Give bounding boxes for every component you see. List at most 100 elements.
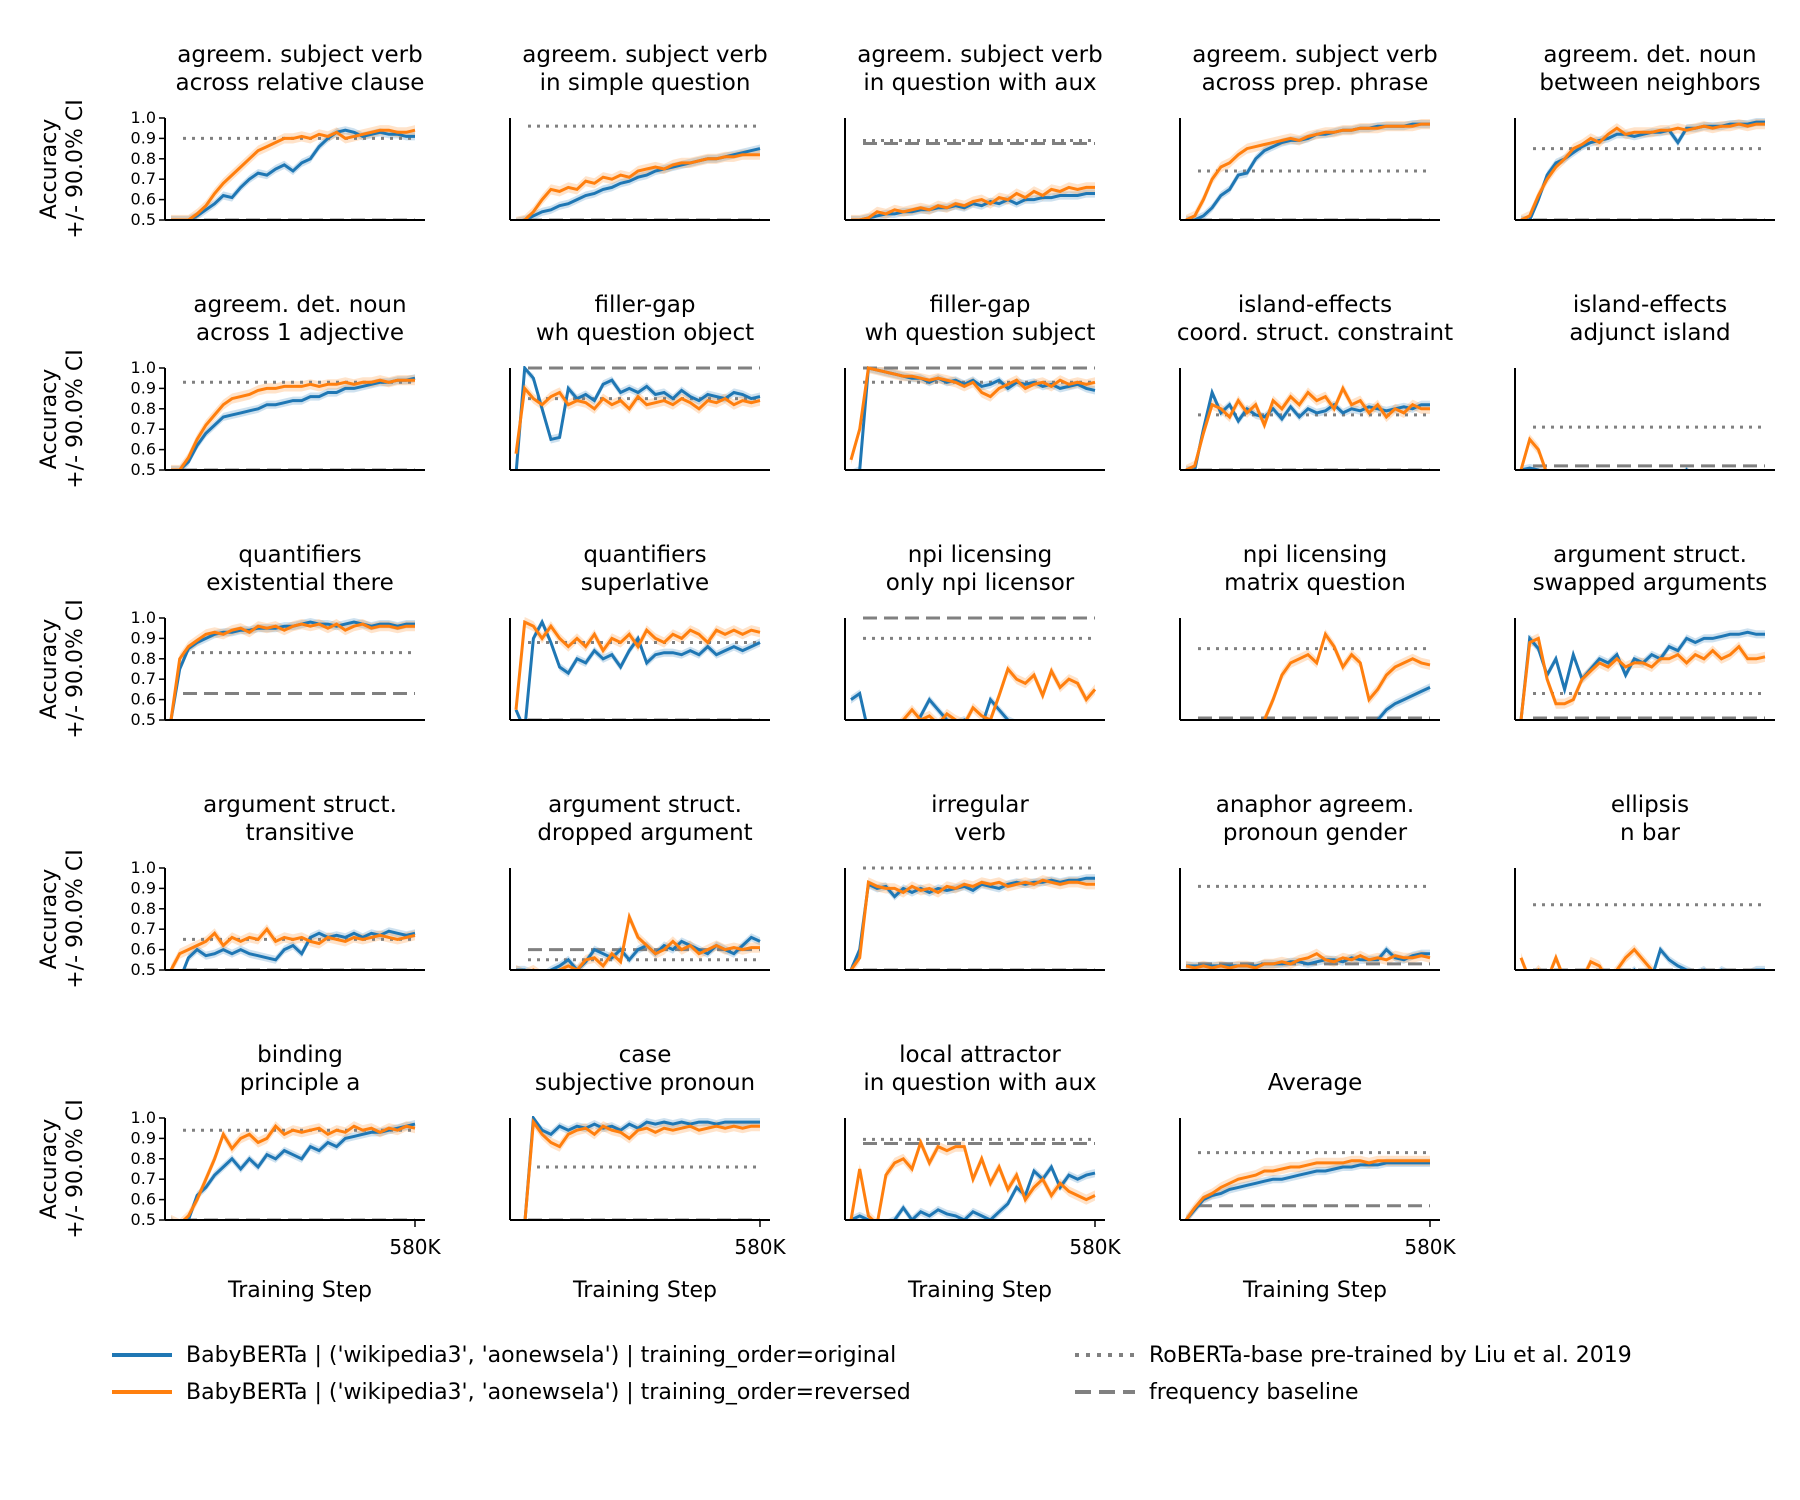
panel-title-line2: swapped arguments	[1533, 570, 1768, 596]
panel-title-line1: island-effects	[1573, 292, 1727, 318]
panel-title-line1: binding	[257, 1042, 343, 1068]
y-tick-label: 0.6	[131, 1190, 156, 1209]
panel-title-line2: wh question subject	[865, 320, 1096, 346]
panel-title-line1: case	[619, 1042, 672, 1068]
ci-band-reversed	[516, 617, 760, 715]
legend-label-3: RoBERTa-base pre-trained by Liu et al. 2…	[1149, 1343, 1632, 1368]
x-tick-label: 580K	[1069, 1235, 1121, 1259]
series-line-original	[169, 620, 415, 720]
y-axis-label-ci: +/- 90.0% CI	[63, 599, 88, 739]
x-axis-label: Training Step	[1242, 1278, 1387, 1303]
series-line-original	[849, 876, 1095, 970]
series-line-original	[514, 366, 761, 470]
series-line-reversed	[1184, 1159, 1430, 1220]
y-tick-label: 0.9	[131, 128, 156, 147]
series-line-reversed	[171, 128, 416, 220]
series-line-original	[171, 929, 416, 970]
y-axis-label-ci: +/- 90.0% CI	[63, 349, 88, 489]
x-axis-label: Training Step	[227, 1278, 372, 1303]
panel-data	[516, 1116, 760, 1220]
series-line-original	[850, 1163, 1096, 1220]
ci-band-original	[1374, 683, 1430, 720]
ci-band-original	[516, 367, 760, 470]
ci-band-original	[1521, 628, 1765, 720]
panel-data	[849, 866, 1095, 970]
panel-data	[1185, 119, 1430, 220]
ci-band-reversed	[171, 619, 415, 720]
panel-data	[1185, 884, 1431, 970]
panel-19: anaphor agreem.pronoun gender	[1179, 792, 1440, 971]
panel-data	[514, 366, 761, 470]
panel-title-line1: npi licensing	[1243, 542, 1388, 568]
panel-data	[1519, 425, 1765, 470]
y-tick-label: 1.0	[131, 108, 156, 127]
panel-title-line2: across 1 adjective	[196, 320, 404, 346]
panel-title-line1: agreem. subject verb	[177, 42, 422, 68]
panel-title-line1: argument struct.	[203, 792, 397, 818]
y-tick-label: 0.8	[131, 899, 156, 918]
panel-title-line1: island-effects	[1238, 292, 1392, 318]
panel-24: 580K Training Step Average	[1179, 1070, 1457, 1303]
x-tick-label: 580K	[734, 1235, 786, 1259]
y-tick-label: 0.9	[131, 878, 156, 897]
panel-data	[1184, 1151, 1430, 1220]
y-axis-label: Accuracy	[37, 869, 62, 969]
panel-title-line2: superlative	[581, 570, 709, 596]
panel-title-line1: quantifiers	[583, 542, 706, 568]
y-tick-label: 0.9	[131, 378, 156, 397]
y-tick-label: 0.6	[131, 440, 156, 459]
y-tick-label: 0.5	[131, 460, 156, 479]
y-tick-label: 0.5	[131, 960, 156, 979]
y-axis-label: Accuracy	[37, 1119, 62, 1219]
panel-title-line1: argument struct.	[548, 792, 742, 818]
panel-data	[516, 124, 761, 220]
x-axis-label: Training Step	[907, 1278, 1052, 1303]
y-tick-label: 0.7	[131, 419, 156, 438]
panel-data	[171, 1120, 416, 1220]
legend: BabyBERTa | ('wikipedia3', 'aonewsela') …	[112, 1343, 1632, 1405]
series-line-reversed	[1185, 951, 1431, 970]
panel-title-line2: coord. struct. constraint	[1177, 320, 1453, 346]
panel-title-line1: agreem. subject verb	[522, 42, 767, 68]
panel-title-line2: between neighbors	[1539, 70, 1760, 96]
panel-data	[850, 616, 1097, 720]
panel-data	[1519, 628, 1766, 720]
y-tick-label: 0.8	[131, 149, 156, 168]
panel-6: 1.00.9 0.80.7 0.60.5 Accuracy +/- 90.0% CI ag…	[37, 292, 425, 489]
y-tick-label: 0.7	[131, 169, 156, 188]
panel-data	[1185, 383, 1430, 470]
y-tick-label: 1.0	[131, 1108, 156, 1127]
panel-title-line2: subjective pronoun	[535, 1070, 755, 1096]
panel-title-line2: across prep. phrase	[1202, 70, 1429, 96]
ci-band-original	[1186, 388, 1430, 470]
series-line-reversed	[171, 378, 415, 470]
x-tick-label: 580K	[389, 1235, 441, 1259]
panel-title-line2: only npi licensor	[886, 570, 1075, 596]
ci-band-reversed	[851, 367, 1095, 465]
y-axis-label-ci: +/- 90.0% CI	[63, 1099, 88, 1239]
series-line-original	[1186, 387, 1430, 470]
panel-data	[851, 138, 1095, 220]
y-tick-label: 0.6	[131, 690, 156, 709]
y-tick-label: 0.9	[131, 1128, 156, 1147]
y-axis-label: Accuracy	[37, 619, 62, 719]
panel-data	[849, 366, 1096, 470]
panel-title-line2: n bar	[1620, 820, 1681, 846]
legend-label-1: BabyBERTa | ('wikipedia3', 'aonewsela') …	[186, 1343, 896, 1368]
panel-data	[171, 374, 416, 470]
y-tick-label: 0.8	[131, 399, 156, 418]
series-line-reversed	[1262, 630, 1431, 720]
series-line-reversed	[901, 666, 1097, 720]
series-line-reversed	[169, 622, 415, 720]
series-line-reversed	[849, 366, 1096, 461]
panel-1: 1.00.9 0.80.7 0.60.5 Accuracy +/- 90.0% CI ag…	[37, 42, 425, 239]
panel-title-line2: matrix question	[1224, 570, 1406, 596]
